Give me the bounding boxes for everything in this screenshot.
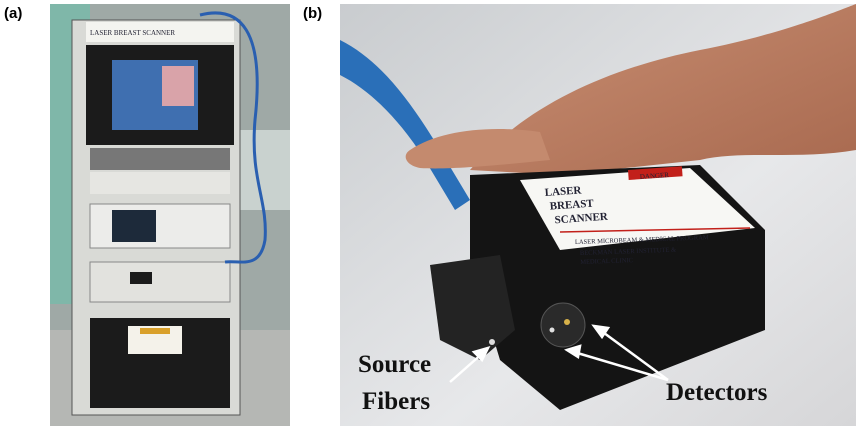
wall <box>236 130 290 210</box>
panel-label: (a) <box>4 5 22 22</box>
detector-disc <box>540 302 586 348</box>
laser-unit <box>89 261 231 303</box>
source-fiber <box>489 339 495 345</box>
arrows <box>449 324 669 383</box>
panel-label: (b) <box>303 5 322 22</box>
annotation: Detectors <box>666 379 768 406</box>
institute-text: BECKMAN LASER INSTITUTE & MEDICAL CLINIC <box>580 247 678 266</box>
annotation: Source Fibers <box>358 351 437 415</box>
detector <box>564 319 570 325</box>
keyboard-tray <box>90 148 230 170</box>
warning-band <box>628 166 683 180</box>
fiber-holder <box>430 255 515 360</box>
detector <box>549 327 555 333</box>
rack-unit <box>90 172 230 194</box>
analyzer-screen <box>112 210 156 242</box>
label-rule <box>559 227 751 233</box>
rack-label <box>86 22 234 42</box>
panel-a: (a) LASER BREAST SCANNER <box>4 4 290 426</box>
program-text: LASER MICROBEAM & MEDICAL PROGRAM <box>575 234 709 246</box>
thumb <box>405 129 550 169</box>
screen-plot <box>162 66 194 106</box>
fiber-cable <box>199 11 267 264</box>
device-title: LASER BREAST SCANNER <box>544 183 609 227</box>
laser-display <box>130 272 152 284</box>
analyzer <box>89 203 231 249</box>
hand <box>470 4 856 175</box>
panel-b: (b) LASER BREAST SCANNER DANGER LASER MI… <box>303 4 856 426</box>
warning-text: DANGER <box>640 171 670 181</box>
device-label: LASER BREAST SCANNER <box>90 29 175 37</box>
warning-band <box>140 328 170 334</box>
